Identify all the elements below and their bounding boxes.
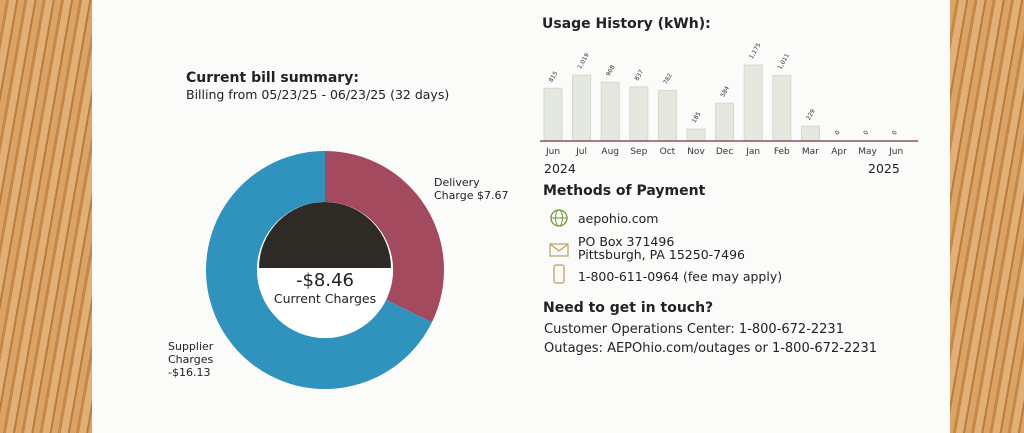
donut-center-half <box>259 202 391 268</box>
usage-bar <box>657 89 677 142</box>
usage-value-label: 0 <box>834 129 842 136</box>
usage-value-label: 1,011 <box>776 52 791 71</box>
usage-bar <box>543 87 563 142</box>
supplier-label-line: -$16.13 <box>168 366 211 379</box>
mail-address: PO Box 371496 Pittsburgh, PA 15250-7496 <box>578 235 745 261</box>
year-start: 2024 <box>544 161 576 176</box>
usage-value-label: 1,175 <box>748 42 763 61</box>
payment-title: Methods of Payment <box>543 183 706 199</box>
usage-value-label: 815 <box>548 70 560 84</box>
contact-title: Need to get in touch? <box>543 300 714 316</box>
usage-bar <box>743 64 763 142</box>
usage-value-label: 782 <box>662 72 674 86</box>
supplier-label: Supplier Charges -$16.13 <box>168 340 213 379</box>
mail-line: PO Box 371496 <box>578 234 675 249</box>
total-charges: -$8.46 <box>295 270 355 291</box>
usage-month-label: Apr <box>831 147 847 157</box>
usage-bar <box>800 125 820 142</box>
usage-month-label: Nov <box>687 147 705 157</box>
usage-value-label: 0 <box>891 129 899 136</box>
usage-month-label: Oct <box>660 147 676 157</box>
mail-line: Pittsburgh, PA 15250-7496 <box>578 247 745 262</box>
usage-title: Usage History (kWh): <box>542 16 711 32</box>
usage-value-label: 0 <box>862 129 870 136</box>
usage-value-label: 584 <box>719 85 731 99</box>
usage-month-label: Jul <box>575 147 587 157</box>
contact-outages: Outages: AEPOhio.com/outages or 1-800-67… <box>544 341 877 356</box>
usage-value-label: 229 <box>805 108 817 122</box>
delivery-label-line: Charge $7.67 <box>434 189 509 202</box>
supplier-label-line: Charges <box>168 353 214 366</box>
usage-month-label: Feb <box>774 147 790 157</box>
supplier-slice <box>206 151 432 390</box>
usage-value-label: 837 <box>633 69 645 83</box>
usage-month-label: Sep <box>630 147 647 157</box>
usage-bar <box>686 128 706 142</box>
supplier-label-line: Supplier <box>168 340 214 353</box>
globe-icon <box>549 208 569 228</box>
year-end: 2025 <box>868 161 900 176</box>
delivery-label: Delivery Charge $7.67 <box>434 176 508 202</box>
contact-customer-ops: Customer Operations Center: 1-800-672-22… <box>544 322 844 337</box>
usage-bar <box>772 75 792 142</box>
usage-bar <box>600 81 620 142</box>
phone-icon <box>553 264 565 284</box>
usage-value-label: 1,019 <box>576 52 591 71</box>
usage-month-label: May <box>858 147 877 157</box>
usage-value-label: 185 <box>691 111 703 125</box>
total-charges-label: Current Charges <box>273 291 377 306</box>
usage-bar <box>572 74 592 142</box>
usage-month-label: Jun <box>888 147 903 157</box>
usage-month-label: Dec <box>716 147 733 157</box>
delivery-slice <box>325 151 445 323</box>
website-link[interactable]: aepohio.com <box>578 211 659 226</box>
payment-phone: 1-800-611-0964 (fee may apply) <box>578 269 783 284</box>
usage-bar <box>715 102 735 142</box>
billing-period: Billing from 05/23/25 - 06/23/25 (32 day… <box>186 87 450 102</box>
delivery-label-line: Delivery <box>434 176 480 189</box>
wood-background-left <box>0 0 92 433</box>
wood-background-right <box>950 0 1024 433</box>
mail-icon <box>549 242 569 257</box>
summary-title: Current bill summary: <box>186 70 359 86</box>
usage-month-label: Aug <box>601 147 619 157</box>
usage-month-label: Mar <box>802 147 819 157</box>
usage-month-label: Jan <box>745 147 760 157</box>
usage-bar <box>629 86 649 142</box>
usage-month-label: Jun <box>545 147 560 157</box>
usage-value-label: 908 <box>605 64 617 78</box>
